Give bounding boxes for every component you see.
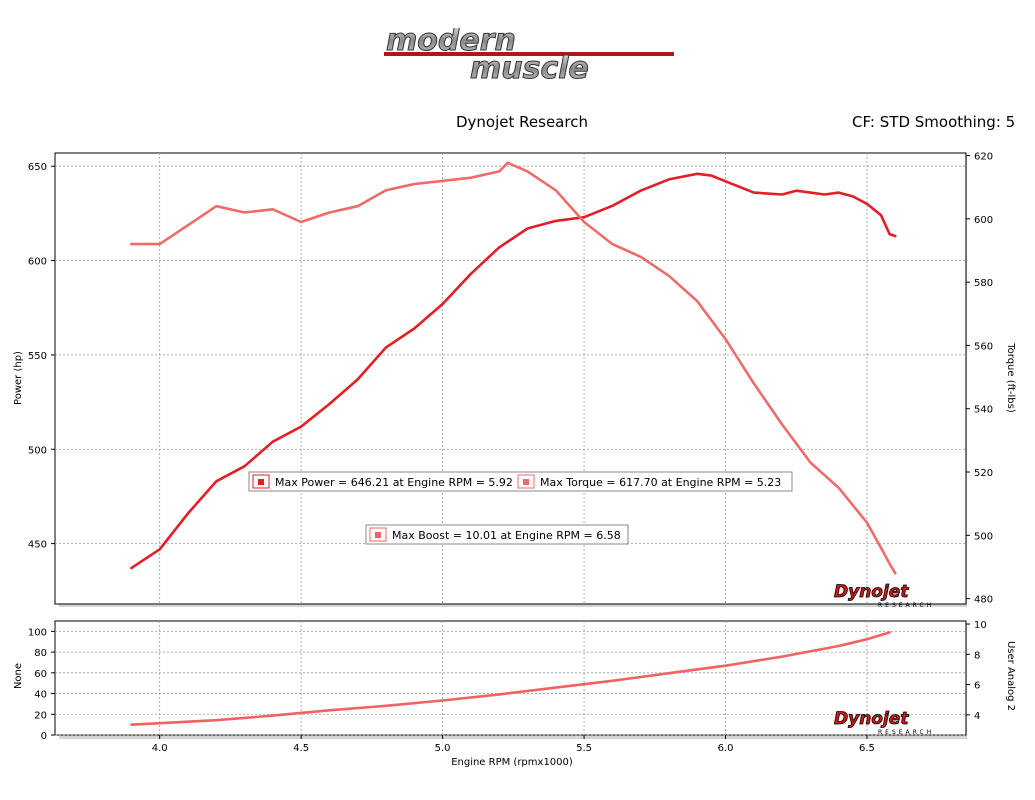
- bottom-panel: [54, 620, 967, 736]
- bottom-ytick-label: 0: [41, 731, 47, 742]
- top-y2tick-label: 500: [974, 531, 993, 542]
- dynojet-badge-top-brand: Dynojet: [834, 582, 909, 602]
- xtick-label: 4.5: [293, 743, 309, 754]
- dynojet-badge-bottom: Dynojet RESEARCH: [834, 709, 934, 736]
- x-axis-title: Engine RPM (rpmx1000): [451, 757, 573, 768]
- xtick-label: 4.0: [152, 743, 168, 754]
- top-y2tick-label: 480: [974, 595, 993, 606]
- bottom-ytick-label: 80: [34, 648, 47, 659]
- y-axis-title-power: Power (hp): [13, 351, 24, 405]
- top-y2tick-label: 620: [974, 152, 993, 163]
- dynojet-badge-top: Dynojet RESEARCH: [834, 582, 934, 609]
- bottom-y2tick-label: 10: [974, 620, 987, 631]
- top-ytick-label: 550: [28, 351, 47, 362]
- top-ytick-label: 650: [28, 162, 47, 173]
- bottom-y2tick-label: 8: [974, 650, 980, 661]
- top-y2tick-label: 560: [974, 341, 993, 352]
- top-series-line-1: [130, 161, 897, 575]
- top-y2tick-label: 520: [974, 468, 993, 479]
- bottom-ytick-label: 100: [28, 627, 47, 638]
- top-ytick-label: 450: [28, 540, 47, 551]
- legend-row-1: Max Power = 646.21 at Engine RPM = 5.92 …: [248, 471, 793, 492]
- top-y2tick-label: 580: [974, 278, 993, 289]
- legend-boost-label: Max Boost = 10.01 at Engine RPM = 6.58: [392, 529, 621, 542]
- legend-row-2: Max Boost = 10.01 at Engine RPM = 6.58: [365, 524, 629, 545]
- xtick-label: 5.0: [435, 743, 451, 754]
- bottom-ytick-label: 40: [34, 690, 47, 701]
- bottom-series-line-0: [130, 631, 891, 727]
- dynojet-badge-bottom-brand: Dynojet: [834, 709, 909, 729]
- legend-torque-label: Max Torque = 617.70 at Engine RPM = 5.23: [540, 476, 781, 489]
- y-axis-title-bottom: None: [13, 663, 24, 689]
- dynojet-badge-bottom-sub: RESEARCH: [878, 729, 934, 736]
- top-y2tick-label: 600: [974, 215, 993, 226]
- y2-axis-title-torque: Torque (ft-lbs): [1005, 342, 1016, 413]
- top-ytick-label: 500: [28, 445, 47, 456]
- dynojet-badge-top-sub: RESEARCH: [878, 602, 934, 609]
- bottom-ytick-label: 20: [34, 710, 47, 721]
- logo-line1: modern: [386, 28, 516, 58]
- top-series-line-0: [130, 172, 897, 570]
- bottom-y2tick-label: 6: [974, 681, 980, 692]
- top-ytick-label: 600: [28, 257, 47, 268]
- bottom-ytick-label: 60: [34, 669, 47, 680]
- xtick-label: 5.5: [576, 743, 592, 754]
- logo-line2: muscle: [470, 51, 589, 84]
- xtick-label: 6.0: [718, 743, 734, 754]
- xtick-label: 6.5: [859, 743, 875, 754]
- y2-axis-title-bottom: User Analog 2: [1005, 641, 1016, 711]
- correction-factor-label: CF: STD Smoothing: 5: [852, 113, 1016, 131]
- modern-muscle-logo: modern muscle: [384, 28, 674, 84]
- legend-power-label: Max Power = 646.21 at Engine RPM = 5.92: [275, 476, 513, 489]
- bottom-y2tick-label: 4: [974, 711, 980, 722]
- chart-header-title: Dynojet Research: [456, 113, 588, 131]
- top-y2tick-label: 540: [974, 405, 993, 416]
